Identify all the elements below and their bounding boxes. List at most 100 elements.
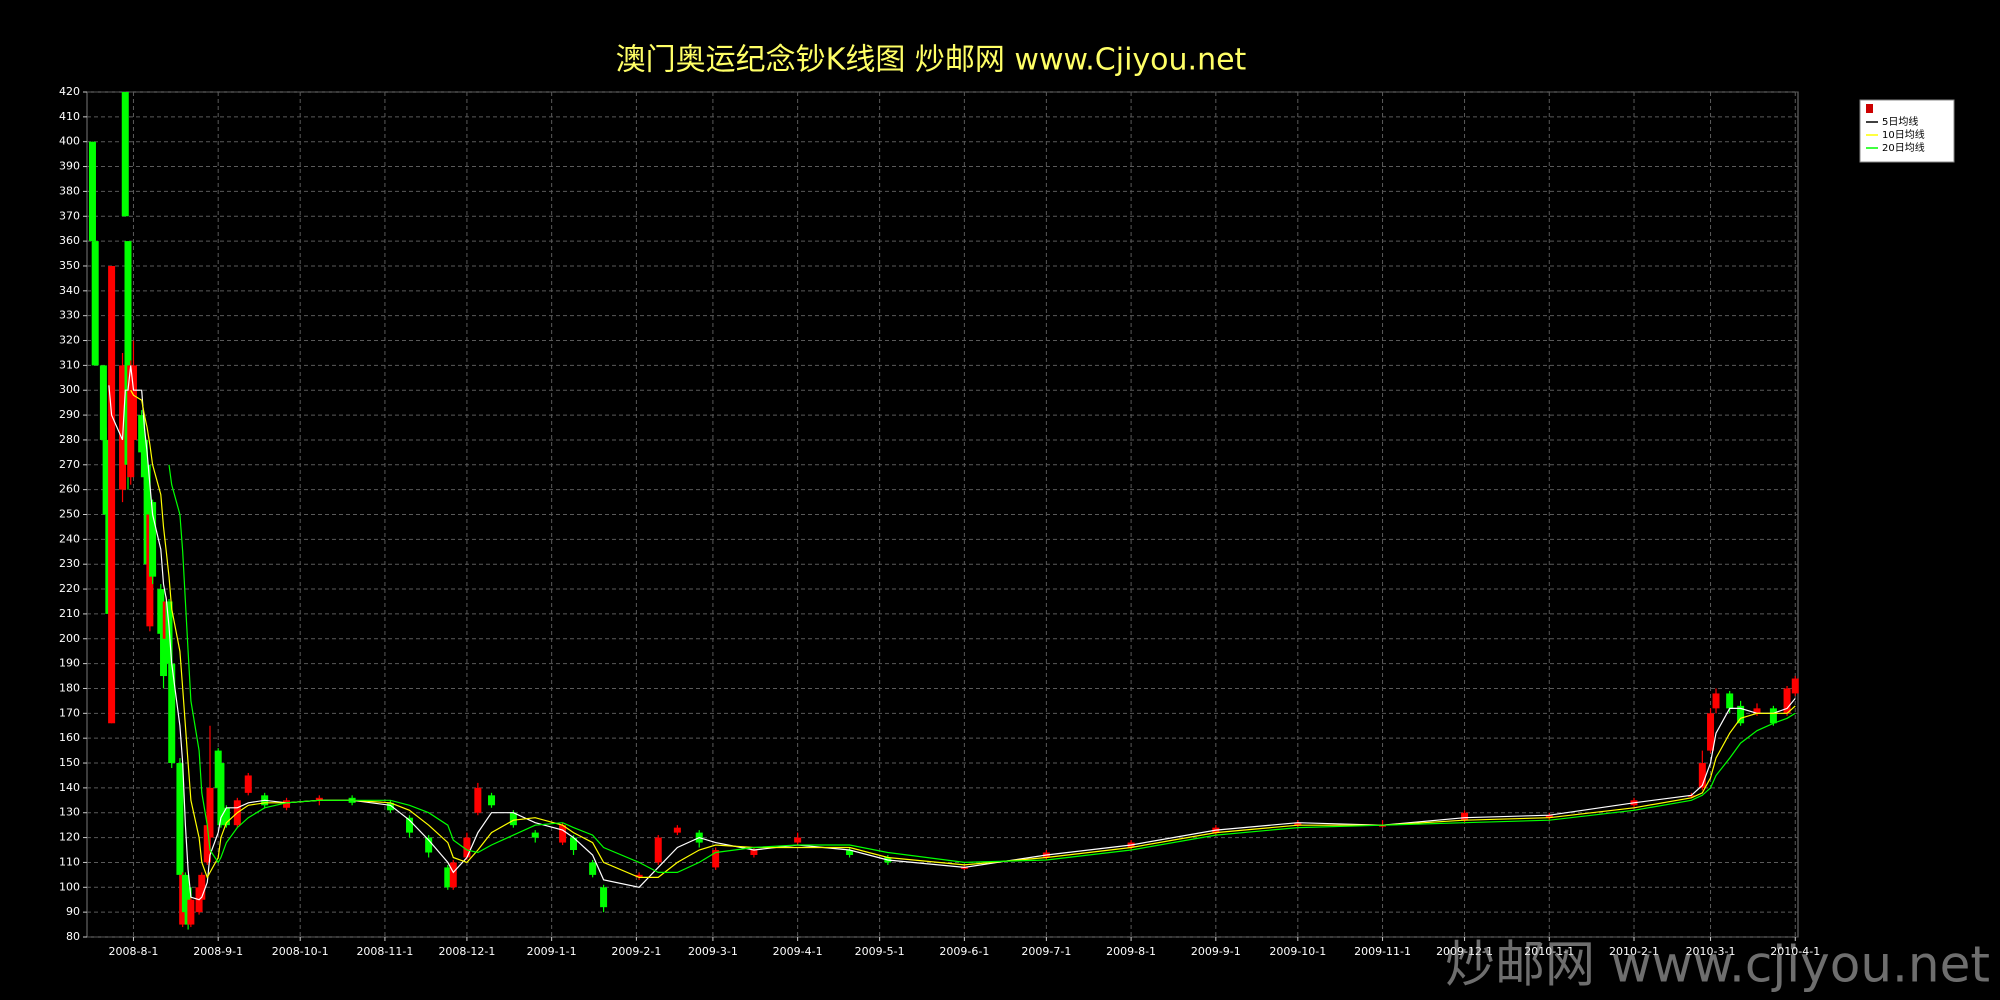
x-tick-label: 2009-11-1 (1354, 945, 1411, 958)
candle-body (846, 850, 854, 855)
x-tick-label: 2009-10-1 (1269, 945, 1326, 958)
candle-body (1294, 822, 1302, 826)
legend-candle-icon (1866, 104, 1873, 113)
candle-body (1737, 705, 1745, 724)
y-tick-label: 380 (59, 184, 80, 197)
moving-average-line (108, 365, 1796, 901)
candle-body (474, 787, 482, 813)
candles (88, 92, 1799, 930)
y-tick-label: 310 (59, 358, 80, 371)
y-tick-label: 240 (59, 532, 80, 545)
x-tick-label: 2010-4-1 (1770, 945, 1820, 958)
candle-body (91, 241, 99, 366)
y-tick-label: 130 (59, 806, 80, 819)
candle-body (673, 827, 681, 833)
x-tick-label: 2009-1-1 (527, 945, 577, 958)
legend-label: 10日均线 (1882, 128, 1925, 141)
y-tick-label: 300 (59, 383, 80, 396)
y-tick-label: 90 (66, 905, 80, 918)
candle-body (1687, 795, 1695, 797)
x-tick-label: 2009-5-1 (855, 945, 905, 958)
candle-body (386, 802, 394, 811)
y-tick-label: 180 (59, 681, 80, 694)
y-tick-label: 270 (59, 458, 80, 471)
candle-body (531, 832, 539, 838)
candle-body (488, 795, 496, 806)
candle-body (244, 775, 252, 793)
candle-body (750, 850, 758, 855)
x-tick-label: 2010-2-1 (1609, 945, 1659, 958)
candle-body (463, 837, 471, 858)
y-tick-label: 400 (59, 135, 80, 148)
x-tick-label: 2010-3-1 (1686, 945, 1736, 958)
candle-body (960, 867, 968, 869)
candle-body (570, 837, 578, 851)
x-tick-label: 2009-12-1 (1436, 945, 1493, 958)
candle-body (283, 800, 291, 808)
candle-body (654, 837, 662, 863)
candle-body (149, 502, 157, 577)
moving-average-line (168, 464, 1796, 873)
y-tick-label: 280 (59, 433, 80, 446)
candle-body (168, 663, 176, 764)
y-tick-label: 330 (59, 309, 80, 322)
candle-body (589, 862, 597, 875)
x-tick-label: 2008-8-1 (108, 945, 158, 958)
candle-body (217, 763, 225, 826)
chart-title: 澳门奥运纪念钞K线图 炒邮网 www.Cjiyou.net (616, 43, 1247, 78)
candle-body (1707, 713, 1715, 751)
x-tick-label: 2008-9-1 (193, 945, 243, 958)
y-tick-label: 410 (59, 110, 80, 123)
candle-body (108, 265, 116, 724)
x-tick-label: 2009-4-1 (773, 945, 823, 958)
candle-body (121, 92, 129, 217)
candle-body (124, 241, 132, 465)
x-tick-label: 2009-8-1 (1106, 945, 1156, 958)
candle-body (1753, 708, 1761, 714)
candle-body (160, 613, 168, 677)
y-tick-label: 110 (59, 855, 80, 868)
candle-body (1545, 815, 1553, 818)
x-tick-label: 2010-1-1 (1524, 945, 1574, 958)
y-tick-label: 120 (59, 831, 80, 844)
x-tick-label: 2008-11-1 (356, 945, 413, 958)
watermark: 炒邮网 www.cjiyou.net (1445, 936, 1990, 994)
candle-body (1769, 708, 1777, 724)
legend-label: 5日均线 (1882, 115, 1918, 128)
candle-body (712, 850, 720, 868)
candle-body (315, 797, 323, 801)
y-tick-label: 150 (59, 756, 80, 769)
legend-label: 20日均线 (1882, 141, 1925, 154)
y-tick-label: 320 (59, 334, 80, 347)
y-tick-label: 360 (59, 234, 80, 247)
moving-average-line (130, 389, 1796, 879)
y-tick-label: 370 (59, 209, 80, 222)
y-tick-label: 230 (59, 557, 80, 570)
y-tick-label: 100 (59, 880, 80, 893)
candle-body (102, 439, 110, 515)
candle-body (1791, 678, 1799, 694)
candle-body (559, 825, 567, 843)
x-tick-label: 2009-2-1 (611, 945, 661, 958)
y-tick-label: 140 (59, 781, 80, 794)
candle-body (222, 807, 230, 826)
legend-box (1859, 99, 1955, 163)
y-tick-label: 390 (59, 160, 80, 173)
y-tick-label: 420 (59, 85, 80, 98)
candle-body (157, 589, 165, 634)
candle-body (140, 439, 148, 478)
x-tick-label: 2008-10-1 (272, 945, 329, 958)
y-tick-label: 290 (59, 408, 80, 421)
y-tick-label: 250 (59, 508, 80, 521)
candle-body (406, 817, 414, 833)
candle-body (138, 415, 146, 453)
candle-body (1726, 693, 1734, 709)
candle-body (794, 837, 802, 843)
candle-body (1712, 693, 1720, 709)
candle-body (1783, 688, 1791, 714)
x-tick-label: 2008-12-1 (438, 945, 495, 958)
candle-body (600, 887, 608, 908)
x-tick-label: 2009-7-1 (1021, 945, 1071, 958)
